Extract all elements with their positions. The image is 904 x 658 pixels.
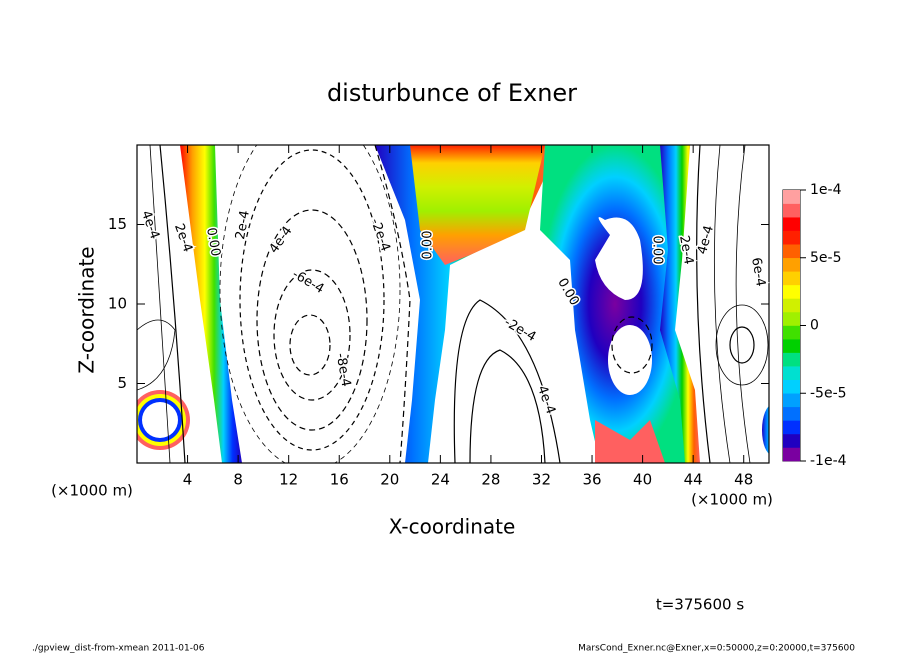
y-tick-label: 10 bbox=[108, 295, 127, 313]
colorbar-band bbox=[783, 366, 800, 380]
x-tick-label: 16 bbox=[330, 471, 349, 489]
colorbar-tick-label: 5e-5 bbox=[810, 250, 841, 266]
colorbar-band bbox=[783, 420, 800, 435]
y-axis-label: Z-coordinate bbox=[75, 246, 99, 373]
shaded-region bbox=[142, 402, 178, 438]
x-tick-label: 12 bbox=[279, 471, 298, 489]
footer-left: ./gpview_dist-from-xmean 2011-01-06 bbox=[32, 644, 205, 654]
y-tick-label: 5 bbox=[117, 374, 127, 392]
colorbar-band bbox=[783, 298, 800, 313]
contour-label: 4e-4 bbox=[695, 224, 717, 256]
x-axis-label: X-coordinate bbox=[389, 515, 516, 539]
colorbar-band bbox=[783, 406, 800, 421]
colorbar-band bbox=[783, 257, 800, 272]
contour-label: 0.00 bbox=[203, 226, 223, 257]
shaded-region bbox=[762, 406, 769, 454]
colorbar-tick-label: -1e-4 bbox=[810, 453, 847, 469]
colorbar-band bbox=[783, 244, 800, 259]
hole bbox=[595, 217, 643, 300]
colorbar-band bbox=[783, 379, 800, 394]
x-tick-label: 4 bbox=[183, 471, 193, 489]
y-tick-label: 15 bbox=[108, 215, 127, 233]
x-tick-label: 32 bbox=[532, 471, 551, 489]
hole bbox=[608, 325, 652, 395]
colorbar-tick-label: 1e-4 bbox=[810, 182, 842, 198]
x-tick-label: 8 bbox=[233, 471, 243, 489]
colorbar-band bbox=[783, 271, 800, 286]
colorbar-band bbox=[783, 393, 800, 408]
x-tick-label: 44 bbox=[684, 471, 703, 489]
colorbar-band bbox=[783, 352, 800, 367]
contour-lines bbox=[137, 145, 769, 463]
colorbar-band bbox=[783, 311, 800, 326]
footer-right: MarsCond_Exner.nc@Exner,x=0:50000,z=0:20… bbox=[578, 644, 855, 654]
contour-label: -2e-4 bbox=[502, 315, 539, 345]
contour-label: 4e-4 bbox=[266, 224, 295, 257]
contour-label: 4e-4 bbox=[534, 384, 558, 417]
x-tick-label: 28 bbox=[481, 471, 500, 489]
colorbar-band bbox=[783, 339, 800, 353]
contour-label: 6e-4 bbox=[748, 256, 768, 287]
colorbar-band bbox=[783, 217, 800, 231]
contour-label: -2e-4 bbox=[367, 216, 393, 253]
contour-label: 0.00 bbox=[421, 231, 436, 260]
colorbar-band bbox=[783, 230, 800, 245]
contour-label: 0.00 bbox=[650, 236, 665, 265]
colorbar-tick-label: -5e-5 bbox=[810, 385, 847, 401]
x-tick-label: 36 bbox=[582, 471, 601, 489]
contour-label: 2e-4 bbox=[233, 209, 253, 240]
colorbar-band bbox=[783, 284, 800, 299]
shaded-band bbox=[180, 145, 242, 463]
contour-field bbox=[137, 145, 769, 463]
colorbar-tick-label: 0 bbox=[810, 318, 819, 334]
x-tick-label: 40 bbox=[633, 471, 652, 489]
shaded-band bbox=[660, 145, 700, 463]
chart-title: disturbunce of Exner bbox=[327, 79, 577, 107]
x-tick-label: 48 bbox=[734, 471, 753, 489]
colorbar-band bbox=[783, 203, 800, 218]
shaded-region bbox=[540, 145, 690, 463]
shaded-region bbox=[595, 420, 665, 463]
colorbar-band bbox=[783, 433, 800, 448]
contour-label: 2e-4 bbox=[676, 234, 696, 265]
x-unit: (×1000 m) bbox=[691, 491, 773, 509]
x-tick-label: 20 bbox=[380, 471, 399, 489]
colorbar-band bbox=[783, 325, 800, 340]
y-unit: (×1000 m) bbox=[51, 482, 133, 500]
colorbar-band bbox=[783, 190, 800, 204]
shaded-region bbox=[410, 145, 545, 265]
colorbar-band bbox=[783, 447, 800, 462]
contour-label: -8e-4 bbox=[333, 352, 354, 388]
time-label: t=375600 s bbox=[656, 596, 744, 614]
x-tick-label: 24 bbox=[431, 471, 450, 489]
